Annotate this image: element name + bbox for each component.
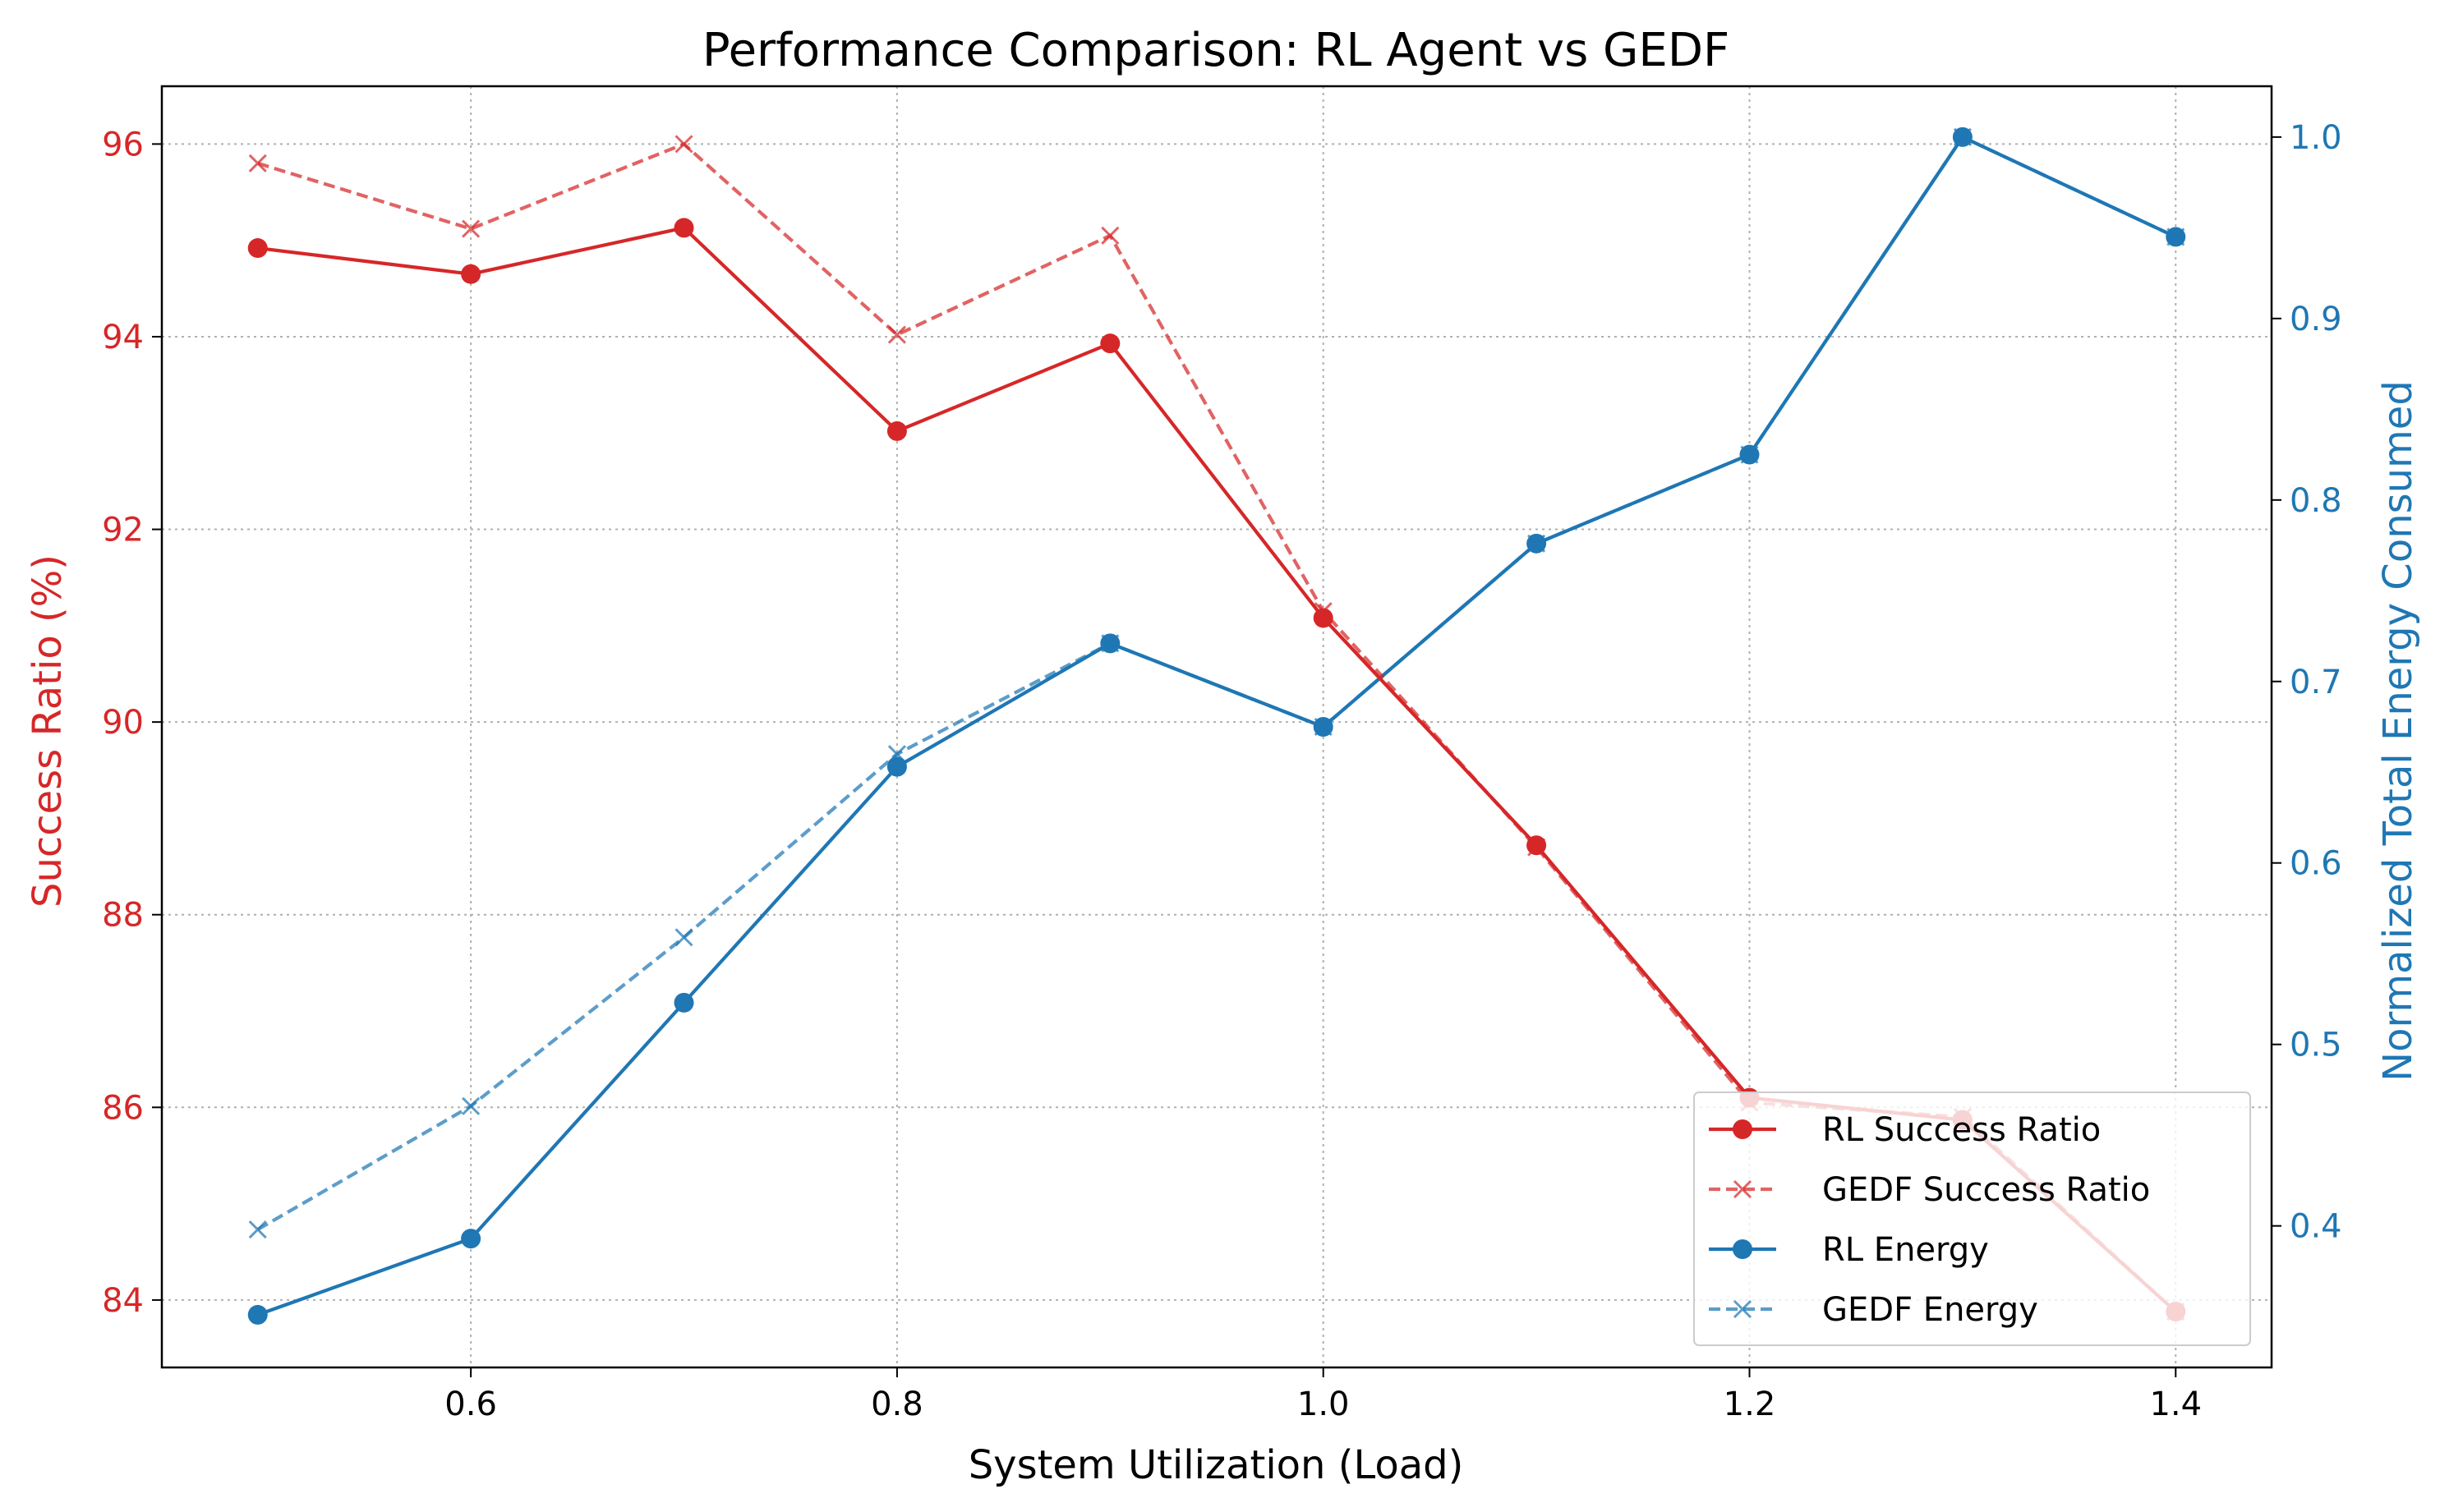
left-tick-label: 90: [102, 704, 144, 742]
legend-entry: GEDF Energy: [1709, 1291, 2038, 1329]
series-gedf-energy: [248, 127, 2185, 1239]
right-tick-label: 0.7: [2290, 664, 2342, 701]
legend-entry: GEDF Success Ratio: [1709, 1171, 2150, 1209]
y-axis-title-right: Normalized Total Energy Consumed: [2375, 380, 2421, 1082]
legend-label: GEDF Success Ratio: [1822, 1171, 2150, 1209]
left-tick-label: 84: [102, 1282, 144, 1320]
data-point: [247, 1304, 268, 1325]
plot-frame: [160, 85, 2273, 1369]
legend-marker: [1733, 1239, 1752, 1259]
legend-label: GEDF Energy: [1822, 1291, 2038, 1329]
data-point: [1314, 717, 1333, 737]
data-point: [461, 264, 481, 284]
legend-marker: [1733, 1179, 1752, 1199]
x-tick-label: 1.2: [1724, 1386, 1776, 1423]
data-point: [886, 421, 907, 441]
data-point: [674, 135, 693, 154]
data-point: [1314, 602, 1333, 621]
data-point: [1527, 534, 1546, 553]
legend-marker: [1733, 1299, 1752, 1319]
data-point: [1527, 838, 1546, 857]
data-point: [674, 992, 694, 1013]
right-tick-label: 0.4: [2290, 1208, 2342, 1246]
legend-label: RL Energy: [1822, 1231, 1989, 1269]
series-line: [256, 135, 2177, 1231]
x-tick-label: 0.8: [871, 1386, 923, 1423]
x-axis-title: System Utilization (Load): [969, 1442, 1464, 1488]
data-point: [248, 154, 267, 172]
y-axis-title-left: Success Ratio (%): [25, 554, 71, 908]
data-point: [887, 325, 906, 344]
right-tick-label: 0.5: [2290, 1027, 2342, 1064]
data-point: [462, 219, 481, 238]
data-point: [1953, 127, 1972, 146]
data-point: [2166, 227, 2185, 246]
data-point: [247, 238, 268, 259]
chart-title: Performance Comparison: RL Agent vs GEDF: [702, 24, 1729, 77]
legend: RL Success Ratio GEDF Success Ratio RL Ene…: [1693, 1091, 2251, 1346]
data-point: [1101, 226, 1120, 245]
left-tick-label: 96: [102, 126, 144, 163]
data-point: [1740, 445, 1759, 464]
legend-label: RL Success Ratio: [1822, 1111, 2101, 1149]
right-tick-label: 0.6: [2290, 845, 2342, 883]
right-tick-label: 0.8: [2290, 482, 2342, 520]
right-tick-label: 1.0: [2290, 119, 2342, 157]
x-tick-label: 1.4: [2149, 1386, 2202, 1423]
data-point: [887, 745, 906, 764]
left-tick-label: 86: [102, 1089, 144, 1127]
data-point: [462, 1096, 481, 1115]
left-tick-label: 88: [102, 897, 144, 935]
legend-entry: RL Energy: [1709, 1231, 1989, 1269]
data-point: [1313, 608, 1333, 628]
data-point: [674, 218, 694, 238]
legend-entry: RL Success Ratio: [1709, 1111, 2101, 1149]
x-tick-label: 1.0: [1297, 1386, 1350, 1423]
legend-box: [1693, 1091, 2251, 1346]
data-point: [1100, 333, 1121, 354]
data-point: [461, 1229, 481, 1249]
data-point: [248, 1220, 267, 1239]
data-point: [886, 756, 907, 777]
right-tick-label: 0.9: [2290, 301, 2342, 338]
data-point: [674, 928, 693, 947]
x-tick-label: 0.6: [444, 1386, 497, 1423]
legend-marker: [1733, 1119, 1752, 1139]
left-tick-label: 92: [102, 512, 144, 549]
data-point: [1101, 634, 1120, 653]
left-tick-label: 94: [102, 319, 144, 356]
ticks: 0.6 0.8 1.0 1.2 1.4 84 86 88 90 92 94 96 0.4 0.5 0.6 0.…: [102, 119, 2342, 1423]
